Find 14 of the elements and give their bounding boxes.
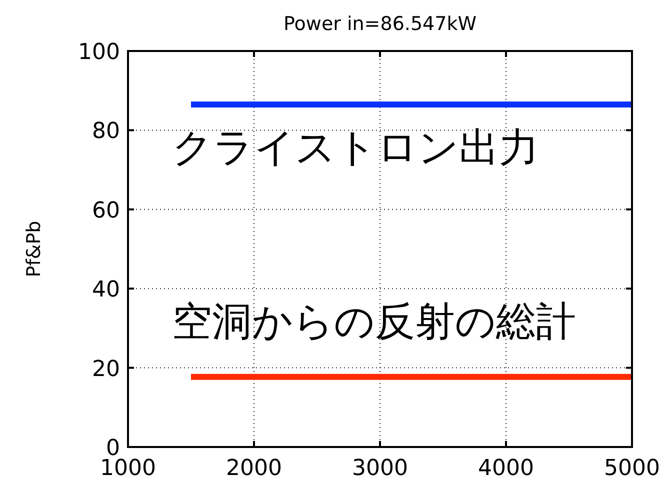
y-axis-title: Pf&Pb: [23, 220, 45, 278]
y-tick-label: 20: [92, 356, 120, 382]
x-tick-label: 1000: [100, 456, 156, 481]
annotation: クライストロン出力: [172, 125, 539, 171]
x-tick-label: 2000: [226, 456, 282, 481]
y-tick-label: 100: [78, 40, 120, 65]
y-tick-label: 40: [92, 278, 120, 303]
y-tick-label: 80: [92, 119, 120, 144]
x-tick-label: 3000: [352, 456, 408, 481]
annotation: 空洞からの反射の総計: [172, 299, 576, 345]
chart-title: Power in=86.547kW: [284, 13, 477, 35]
y-tick-label: 60: [92, 198, 120, 224]
x-tick-label: 4000: [478, 456, 534, 481]
x-tick-label: 5000: [604, 456, 660, 481]
